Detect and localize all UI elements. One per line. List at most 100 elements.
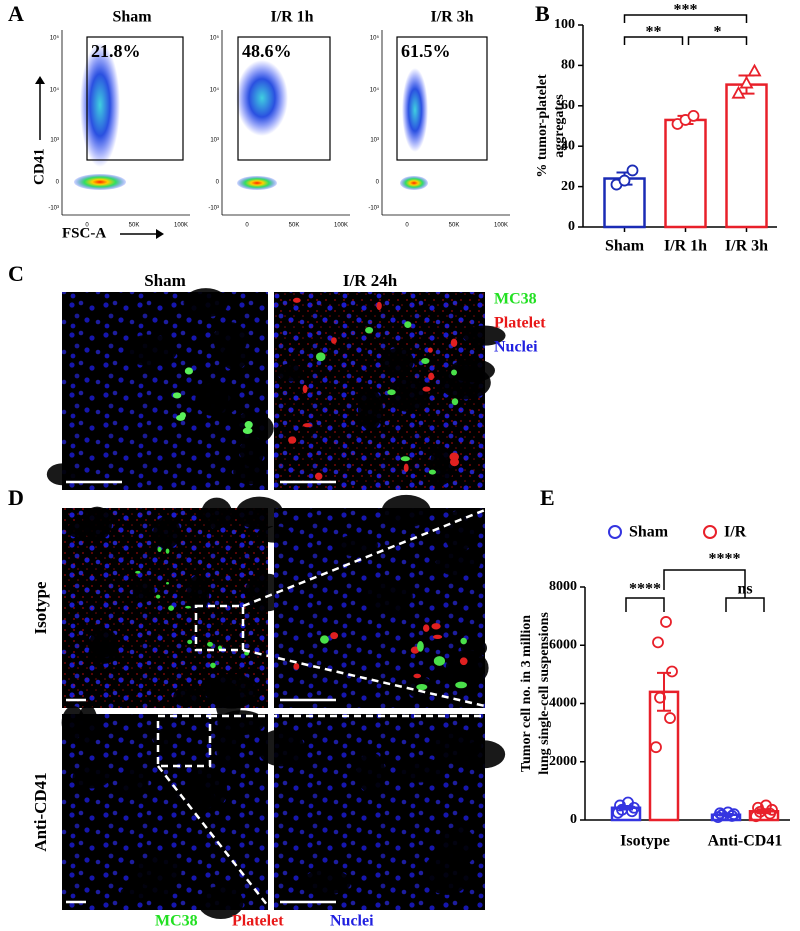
cell-signal bbox=[293, 663, 300, 670]
flow-y-tick: 10⁵ bbox=[370, 35, 380, 42]
arrow-head bbox=[35, 76, 45, 84]
cell-signal bbox=[450, 338, 458, 347]
airspace bbox=[201, 497, 233, 529]
cell-signal bbox=[176, 414, 186, 421]
airspace bbox=[197, 886, 244, 920]
x-tick-label: Sham bbox=[605, 238, 645, 255]
data-point bbox=[626, 164, 639, 177]
significance-bracket bbox=[687, 36, 748, 45]
significance-label: ** bbox=[646, 24, 662, 41]
flow-x-tick: 50K bbox=[129, 223, 140, 229]
channel-legend: MC38 bbox=[494, 291, 537, 308]
row-label: Isotype bbox=[31, 581, 50, 634]
significance-bracket bbox=[623, 36, 684, 45]
cell-signal bbox=[423, 624, 430, 632]
airspace bbox=[235, 496, 284, 530]
flow-y-tick: -10³ bbox=[48, 206, 59, 212]
significance-bracket bbox=[663, 569, 746, 598]
cell-signal bbox=[330, 632, 339, 640]
cell-signal bbox=[417, 641, 424, 652]
flow-x-tick: 50K bbox=[449, 223, 460, 229]
density-cloud bbox=[80, 43, 120, 167]
nuclei-stain bbox=[62, 292, 268, 490]
significance-label: **** bbox=[709, 551, 741, 568]
airspace bbox=[216, 729, 239, 766]
data-point bbox=[760, 799, 772, 812]
cell-signal bbox=[184, 367, 194, 375]
data-point bbox=[614, 799, 626, 812]
y-tick-label: 100 bbox=[554, 17, 575, 32]
channel-legend: MC38 bbox=[155, 913, 198, 930]
flow-y-tick: 10⁵ bbox=[50, 35, 60, 42]
density-cloud bbox=[236, 60, 288, 136]
airspace bbox=[257, 526, 292, 543]
cell-signal bbox=[403, 463, 409, 472]
legend-label: Sham bbox=[629, 524, 669, 541]
flow-y-tick: 10⁴ bbox=[370, 87, 380, 94]
channel-legend: Platelet bbox=[232, 913, 284, 930]
legend-label: I/R bbox=[724, 524, 747, 541]
flow-y-label: CD41 bbox=[31, 148, 47, 185]
cell-signal bbox=[422, 386, 431, 392]
airspace bbox=[462, 325, 506, 346]
cell-signal bbox=[315, 352, 326, 362]
flow-x-tick: 0 bbox=[405, 223, 409, 229]
airspace bbox=[132, 580, 155, 603]
data-point bbox=[731, 85, 746, 99]
y-tick-label: 2000 bbox=[549, 754, 577, 769]
cell-signal bbox=[428, 372, 435, 381]
airspace bbox=[356, 752, 386, 793]
airspace bbox=[152, 728, 176, 748]
channel-legend: Nuclei bbox=[330, 913, 374, 930]
airspace bbox=[388, 376, 427, 412]
airspace bbox=[82, 506, 113, 541]
bar bbox=[664, 118, 707, 229]
cell-signal bbox=[314, 472, 323, 480]
data-point bbox=[664, 712, 676, 724]
flow-x-tick: 0 bbox=[85, 223, 89, 229]
airspace bbox=[447, 654, 480, 690]
error-bar bbox=[657, 671, 671, 712]
gate bbox=[237, 36, 331, 161]
cell-signal bbox=[185, 605, 192, 609]
cell-signal bbox=[166, 582, 170, 585]
flow-y-tick: 0 bbox=[216, 180, 220, 186]
significance-label: **** bbox=[629, 581, 661, 598]
cell-signal bbox=[387, 389, 396, 396]
data-point bbox=[650, 741, 662, 754]
panel-label: B bbox=[535, 1, 550, 26]
x-tick-label: Isotype bbox=[620, 833, 670, 850]
airspace bbox=[77, 704, 98, 744]
panel-label: E bbox=[540, 485, 555, 510]
data-point bbox=[716, 809, 728, 821]
arrow-head bbox=[156, 229, 164, 239]
data-point bbox=[687, 110, 700, 122]
flow-title: Sham bbox=[112, 9, 152, 26]
y-tick-label: 8000 bbox=[549, 579, 577, 594]
cell-signal bbox=[155, 594, 161, 599]
cell-signal bbox=[242, 427, 253, 434]
panel-label: A bbox=[8, 1, 24, 26]
column-title: I/R 24h bbox=[343, 271, 398, 290]
flow-y-tick: 10³ bbox=[370, 138, 379, 144]
data-point bbox=[622, 796, 634, 809]
data-point bbox=[714, 807, 726, 820]
airspace bbox=[277, 363, 304, 382]
airspace bbox=[153, 515, 181, 549]
cell-signal bbox=[168, 605, 175, 611]
airspace bbox=[443, 510, 475, 553]
airspace bbox=[221, 345, 248, 370]
cell-signal bbox=[172, 392, 182, 399]
flow-y-tick: 0 bbox=[376, 180, 380, 186]
zoom-line bbox=[157, 714, 485, 907]
airspace bbox=[239, 436, 265, 468]
density-cloud bbox=[74, 174, 126, 190]
flow-y-tick: -10³ bbox=[368, 206, 379, 212]
flow-x-tick: 0 bbox=[245, 223, 249, 229]
zoom-line bbox=[242, 508, 486, 708]
airspace bbox=[429, 446, 454, 486]
flow-x-tick: 100K bbox=[174, 223, 188, 229]
airspace bbox=[121, 764, 149, 799]
cell-signal bbox=[187, 639, 193, 645]
density-cloud bbox=[400, 176, 428, 190]
